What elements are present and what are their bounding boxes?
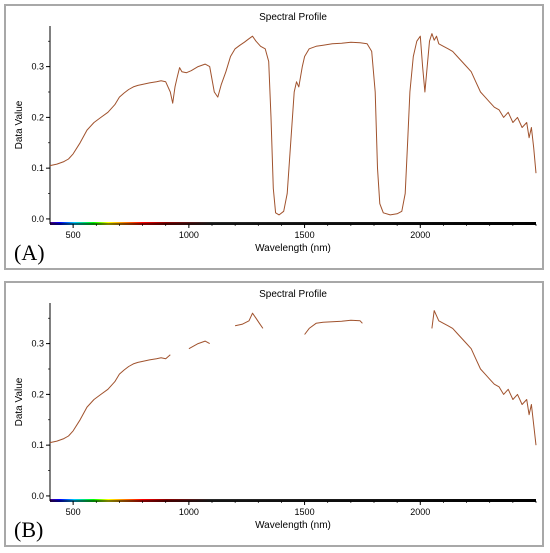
x-tick-label: 1500 [295,230,315,240]
y-axis-label: Data Value [14,100,25,149]
spectral-line-segment-0 [49,33,537,216]
y-tick-label: 0.1 [31,440,44,450]
y-tick-label: 0.0 [31,214,44,224]
x-tick-label: 2000 [410,230,430,240]
x-tick-label: 500 [66,230,81,240]
x-axis-label: Wavelength (nm) [255,520,331,531]
y-tick-label: 0.3 [31,62,44,72]
y-axis-label: Data Value [14,377,25,426]
spectral-profile-chart-a: Spectral Profile 0.0 0.1 0.2 0.3 500 1000 1500 2… [14,12,537,254]
x-tick-label: 2000 [410,507,430,517]
y-tick-label: 0.1 [31,163,44,173]
panel-label-a: (A) [14,240,45,265]
spectral-line-segment-3 [304,319,363,335]
chart-title: Spectral Profile [259,289,327,300]
chart-title: Spectral Profile [259,12,327,23]
spectral-line-segment-1 [188,340,210,350]
y-tick-label: 0.2 [31,112,44,122]
panel-a: Spectral Profile 0.0 0.1 0.2 0.3 500 1000 1500 2… [4,4,544,270]
x-tick-label: 1500 [295,507,315,517]
x-tick-label: 500 [66,507,81,517]
y-tick-label: 0.3 [31,339,44,349]
spectral-profile-chart-b: Spectral Profile 0.0 0.1 0.2 0.3 500 1000 1500 2… [14,289,537,531]
panel-b: Spectral Profile 0.0 0.1 0.2 0.3 500 1000 1500 2… [4,281,544,547]
y-tick-label: 0.2 [31,389,44,399]
spectral-line-segment-0 [49,354,171,444]
x-axis-label: Wavelength (nm) [255,243,331,254]
spectral-line-segment-2 [234,312,264,329]
x-tick-label: 1000 [179,507,199,517]
panel-label-b: (B) [14,517,44,542]
spectral-line-segment-4 [431,310,537,446]
y-tick-label: 0.0 [31,491,44,501]
x-tick-label: 1000 [179,230,199,240]
